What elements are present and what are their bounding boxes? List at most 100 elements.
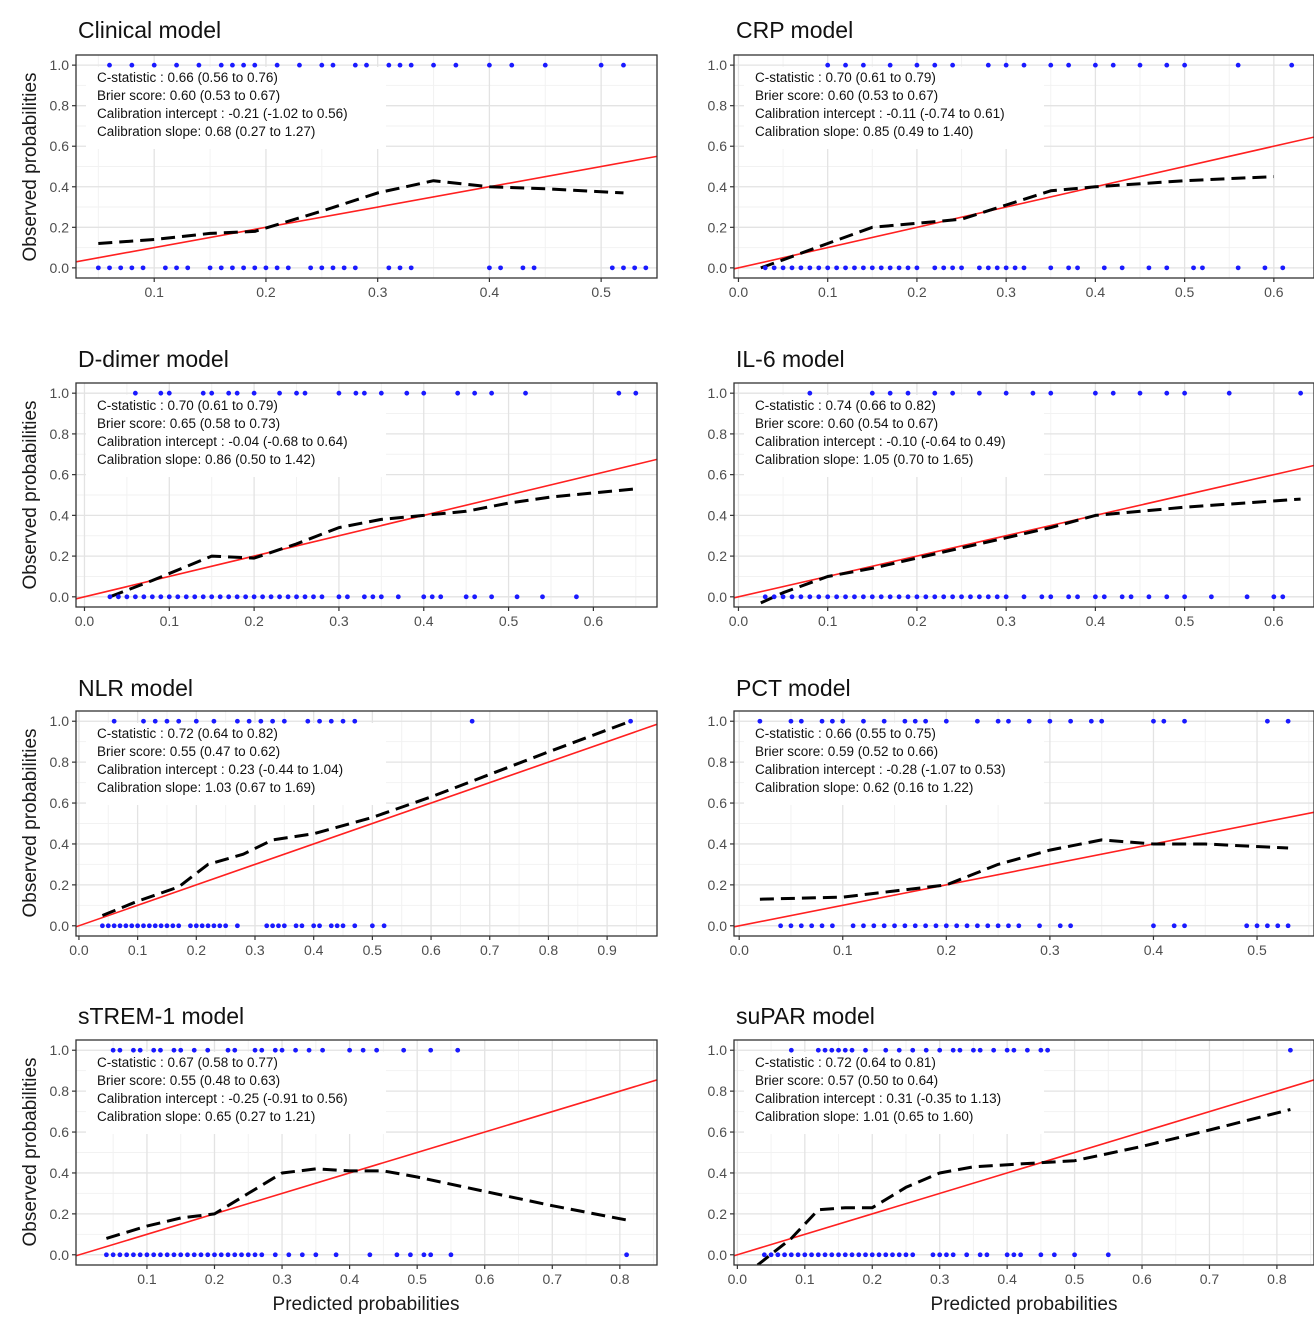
non-event-point — [923, 923, 929, 929]
non-event-point — [976, 265, 982, 271]
event-point — [378, 390, 384, 396]
x-tick-label: 0.0 — [729, 942, 749, 958]
calibration-curve — [101, 719, 632, 917]
event-point — [472, 390, 478, 396]
panel-border — [733, 54, 1314, 279]
event-point — [542, 62, 548, 68]
non-event-point — [985, 594, 991, 600]
non-event-point — [141, 594, 147, 600]
non-event-point — [178, 1252, 184, 1258]
stat-line: Brier score: 0.60 (0.53 to 0.67) — [755, 88, 938, 103]
non-event-point — [968, 594, 973, 600]
event-point — [1006, 718, 1011, 724]
non-event-point — [270, 923, 276, 929]
non-event-point — [212, 1252, 217, 1258]
non-event-point — [1262, 265, 1268, 271]
event-point — [943, 718, 949, 724]
non-event-point — [892, 923, 897, 929]
event-point — [274, 62, 280, 68]
x-tick-label: 0.2 — [187, 942, 207, 958]
event-point — [211, 718, 217, 724]
non-event-point — [1146, 594, 1152, 600]
y-tick-label: 1.0 — [50, 1042, 70, 1058]
non-event-point — [166, 594, 172, 600]
non-event-point — [129, 923, 135, 929]
non-event-point — [330, 265, 336, 271]
event-point — [1092, 62, 1098, 68]
y-tick-label: 0.0 — [708, 918, 728, 934]
panel-title: D-dimer model — [78, 346, 229, 372]
x-tick-label: 0.7 — [480, 942, 500, 958]
non-event-point — [333, 1252, 339, 1258]
x-tick-label: 0.0 — [75, 613, 95, 629]
stats-box — [744, 723, 1044, 805]
non-event-point — [849, 1252, 855, 1258]
event-point — [293, 1047, 298, 1053]
non-event-point — [223, 923, 229, 929]
y-tick-label: 0.8 — [708, 426, 728, 442]
non-event-point — [200, 594, 206, 600]
non-event-point — [397, 265, 403, 271]
calibration-panel: D-dimer model C-statistic : 0.70 (0.61 to… — [50, 346, 658, 629]
non-event-point — [1021, 265, 1027, 271]
y-tick-label: 0.4 — [708, 836, 728, 852]
y-tick-label: 1.0 — [708, 713, 728, 729]
non-event-point — [798, 923, 804, 929]
event-point — [840, 718, 846, 724]
panel-title: suPAR model — [736, 1003, 875, 1029]
non-event-point — [985, 923, 991, 929]
event-point — [347, 1047, 353, 1053]
y-axis-label: Observed probabilities — [20, 1057, 41, 1246]
panel-plot-area: C-statistic : 0.70 (0.61 to 0.79) Brier s… — [734, 62, 1314, 271]
non-event-point — [842, 1252, 848, 1258]
event-point — [360, 1047, 366, 1053]
x-tick-label: 0.3 — [272, 1271, 292, 1287]
non-event-point — [1200, 265, 1205, 271]
non-event-point — [345, 594, 350, 600]
non-event-point — [263, 265, 269, 271]
stat-line: Calibration intercept : 0.31 (-0.35 to 1… — [755, 1091, 1001, 1106]
non-event-point — [887, 594, 893, 600]
non-event-point — [438, 594, 444, 600]
ideal-calibration-line — [76, 723, 657, 928]
x-tick-label: 0.7 — [1200, 1271, 1220, 1287]
non-event-point — [107, 265, 112, 271]
non-event-point — [802, 1252, 808, 1258]
non-event-point — [1264, 923, 1270, 929]
non-event-point — [225, 1252, 231, 1258]
event-point — [281, 718, 287, 724]
x-tick-label: 0.5 — [1175, 284, 1195, 300]
y-tick-label: 0.2 — [50, 219, 70, 235]
event-point — [1068, 718, 1074, 724]
non-event-point — [1285, 923, 1291, 929]
non-event-point — [834, 594, 840, 600]
non-event-point — [775, 1252, 781, 1258]
event-point — [352, 62, 358, 68]
stat-line: Calibration slope: 0.68 (0.27 to 1.27) — [97, 124, 315, 139]
x-tick-label: 0.2 — [205, 1271, 225, 1287]
non-event-point — [336, 594, 342, 600]
non-event-point — [311, 923, 317, 929]
event-point — [234, 390, 240, 396]
event-point — [225, 1047, 231, 1053]
calibration-panel: NLR model C-statistic : 0.72 (0.64 to 0.8… — [50, 675, 658, 958]
non-event-point — [795, 1252, 801, 1258]
stat-line: Calibration intercept : -0.25 (-0.91 to … — [97, 1091, 348, 1106]
non-event-point — [1208, 594, 1214, 600]
non-event-point — [245, 1252, 251, 1258]
panel-title: CRP model — [736, 17, 853, 43]
non-event-point — [1146, 265, 1152, 271]
event-point — [421, 390, 427, 396]
non-event-point — [1244, 923, 1250, 929]
y-axis-label: Observed probabilities — [20, 72, 41, 261]
event-point — [1099, 718, 1105, 724]
non-event-point — [768, 1252, 774, 1258]
non-event-point — [798, 265, 804, 271]
event-point — [374, 1047, 380, 1053]
event-point — [914, 62, 920, 68]
event-point — [193, 718, 199, 724]
non-event-point — [272, 1252, 278, 1258]
x-tick-label: 0.2 — [907, 284, 927, 300]
x-tick-label: 0.4 — [304, 942, 324, 958]
